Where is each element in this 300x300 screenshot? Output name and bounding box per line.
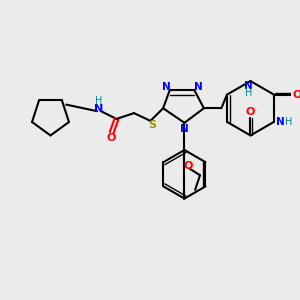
Text: N: N [194, 82, 203, 92]
Text: N: N [244, 81, 253, 91]
Text: O: O [184, 160, 193, 170]
Text: H: H [245, 88, 252, 98]
Text: H: H [95, 97, 103, 106]
Text: H: H [285, 117, 292, 127]
Text: N: N [94, 104, 104, 114]
Text: O: O [246, 107, 255, 117]
Text: N: N [276, 117, 285, 127]
Text: S: S [148, 120, 156, 130]
Text: O: O [292, 90, 300, 100]
Text: N: N [162, 82, 170, 92]
Text: O: O [107, 133, 116, 143]
Text: N: N [180, 124, 189, 134]
